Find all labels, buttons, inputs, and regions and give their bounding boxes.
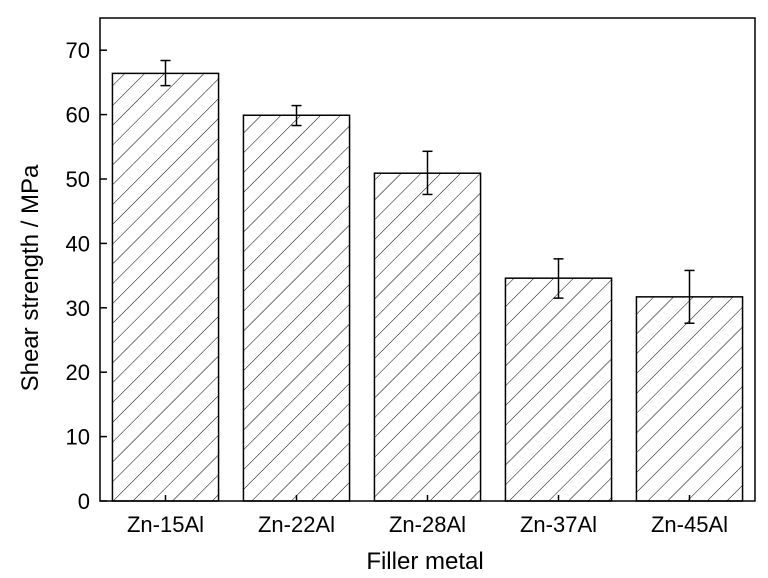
- x-axis-title: Filler metal: [366, 548, 483, 575]
- y-tick-label: 10: [66, 425, 90, 450]
- bar-zn-45al: [635, 296, 744, 502]
- y-tick-label: 20: [66, 360, 90, 385]
- bar-zn-28al: [373, 172, 482, 502]
- y-tick-label: 0: [78, 489, 90, 514]
- bar-zn-22al: [242, 114, 351, 502]
- error-bar-zn-28al: [422, 150, 433, 196]
- error-bar-zn-37al: [553, 258, 564, 299]
- x-tick-label: Zn-37Al: [520, 512, 597, 537]
- x-tick-label: Zn-28Al: [389, 512, 466, 537]
- error-bar-zn-22al: [291, 104, 302, 127]
- error-bars-layer: [160, 59, 695, 325]
- error-bar-zn-15al: [160, 59, 171, 87]
- y-tick-label: 40: [66, 231, 90, 256]
- x-axis-ticks: Zn-15Al Zn-22Al Zn-28Al Zn-37Al Zn-45Al: [127, 495, 728, 537]
- y-tick-label: 60: [66, 103, 90, 128]
- bar-zn-37al: [504, 277, 613, 502]
- bar-zn-15al: [111, 72, 220, 502]
- x-tick-label: Zn-22Al: [258, 512, 335, 537]
- y-tick-label: 30: [66, 296, 90, 321]
- error-bar-zn-45al: [684, 269, 695, 325]
- y-axis-title: Shear strength / MPa: [17, 164, 44, 391]
- y-tick-label: 70: [66, 38, 90, 63]
- x-tick-label: Zn-15Al: [127, 512, 204, 537]
- x-tick-label: Zn-45Al: [651, 512, 728, 537]
- bars-layer: [111, 72, 744, 502]
- y-tick-label: 50: [66, 167, 90, 192]
- y-axis-ticks: 0 10 20 30 40 50 60 70: [66, 38, 107, 514]
